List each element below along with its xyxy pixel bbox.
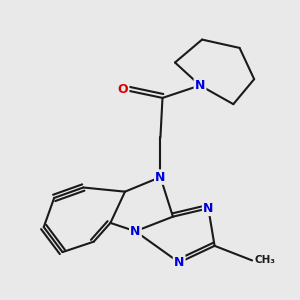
- Text: CH₃: CH₃: [254, 255, 275, 266]
- Text: O: O: [118, 83, 128, 96]
- Text: N: N: [203, 202, 214, 215]
- Text: N: N: [174, 256, 184, 269]
- Text: N: N: [195, 79, 205, 92]
- Text: N: N: [130, 225, 141, 238]
- Text: N: N: [155, 171, 166, 184]
